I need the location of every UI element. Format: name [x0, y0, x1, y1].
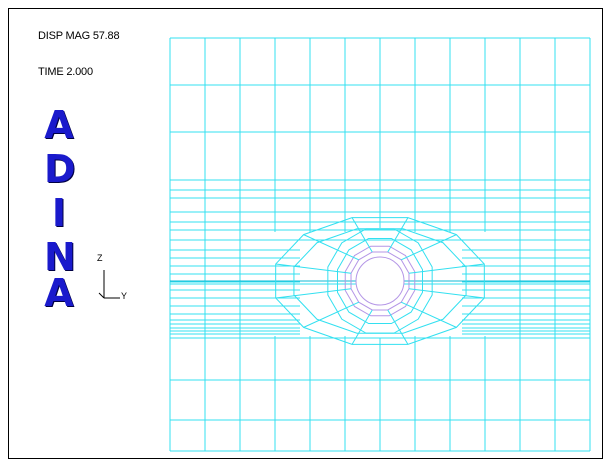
hole-spoke: [351, 217, 373, 253]
hole-spoke: [303, 234, 359, 261]
axis-triad-icon: [98, 270, 120, 299]
hole-ring: [293, 228, 467, 334]
disp-mag-label: DISP MAG 57.88: [38, 30, 120, 42]
logo-letter-n: N: [44, 235, 76, 279]
logo-letter-a2: A: [44, 271, 74, 315]
hole-spoke: [408, 263, 485, 274]
logo-letter-i: I: [51, 191, 67, 235]
hole-spoke: [275, 263, 352, 274]
hole-ring: [344, 245, 416, 317]
hole-spoke: [387, 309, 409, 345]
axis-label-y: Y: [121, 291, 128, 301]
hole-mesh: [275, 217, 485, 345]
hole-spoke: [303, 301, 359, 328]
logo-letter-d: D: [44, 147, 76, 191]
hole-boundary: [355, 256, 405, 306]
axis-label-z: Z: [97, 253, 103, 263]
hole-spoke: [408, 288, 485, 299]
mesh-grid: [169, 37, 591, 452]
hole-spoke: [275, 288, 352, 299]
time-label: TIME 2.000: [38, 66, 93, 78]
hole-spoke: [387, 217, 409, 253]
hole-spoke: [401, 234, 457, 261]
logo-letter-a1: A: [44, 103, 74, 147]
hole-ring: [336, 237, 424, 325]
hole-spoke: [351, 309, 373, 345]
hole-spoke: [401, 301, 457, 328]
